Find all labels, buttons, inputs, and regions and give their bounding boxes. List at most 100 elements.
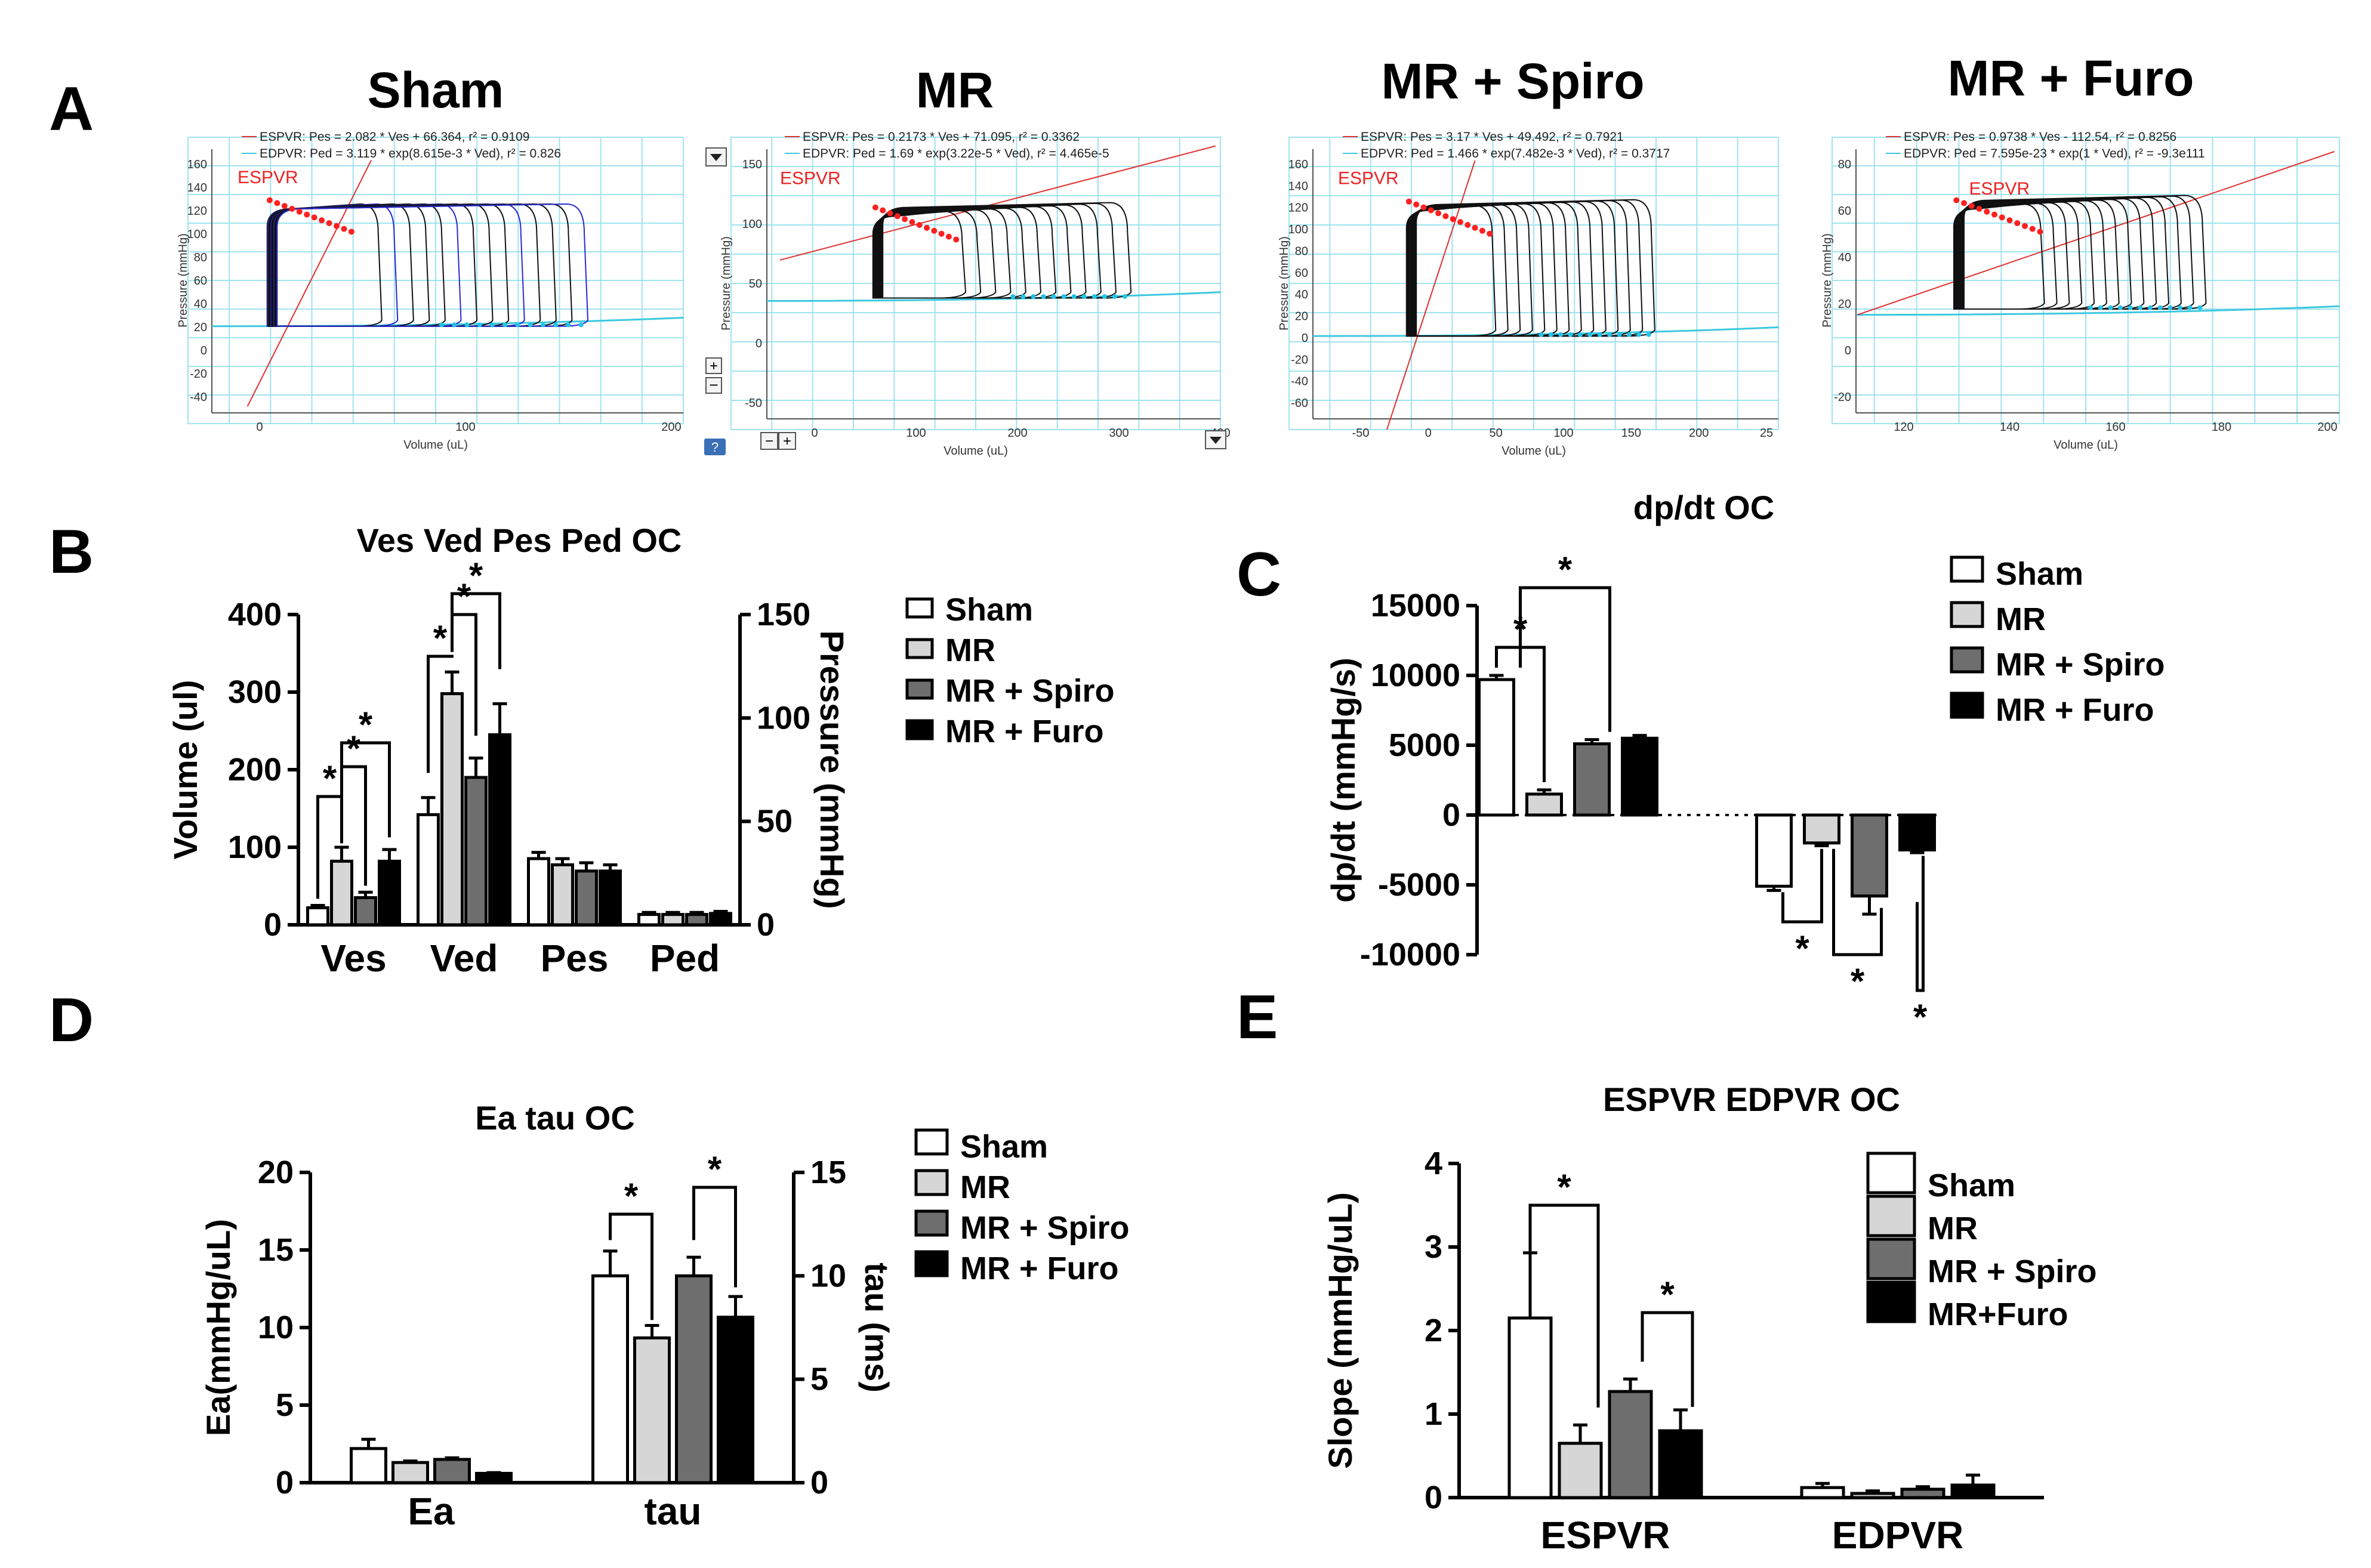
- pv-y-label: Pressure (mmHg): [720, 236, 733, 331]
- bar-sham: [350, 1447, 387, 1484]
- zoom-out-button[interactable]: [705, 377, 722, 394]
- ed-marker: [540, 322, 545, 328]
- pv-y-tick: -20: [1291, 353, 1308, 366]
- ed-marker: [1092, 294, 1097, 300]
- bar-chart-b: Ves Ved Pes Ped OC 0 100 200 300 400 Volume (u…: [167, 521, 1115, 980]
- bar-mr-furo: [1658, 1429, 1703, 1499]
- panel-letter-b: B: [49, 517, 94, 587]
- legend-swatch: [1866, 1237, 1916, 1280]
- y-tick-label: 100: [228, 829, 282, 865]
- pv-x-label: Volume (uL): [403, 439, 468, 452]
- y-tick-label: 3: [1425, 1229, 1442, 1265]
- es-marker: [1435, 210, 1442, 217]
- espvr-equation: ESPVR: Pes = 0.9738 * Ves - 112.54, r² =…: [1904, 130, 2176, 144]
- significance-star: *: [457, 576, 471, 616]
- es-marker: [2022, 223, 2028, 229]
- es-marker: [1479, 227, 1485, 234]
- pv-y-tick: 40: [1838, 251, 1851, 264]
- bar-mr-spiro: [1573, 742, 1611, 817]
- es-marker: [274, 200, 280, 206]
- pv-y-tick: -40: [190, 391, 207, 404]
- es-marker: [1999, 214, 2005, 221]
- bar-mr: [633, 1336, 671, 1484]
- plus-icon: +: [783, 433, 791, 449]
- es-marker: [1413, 201, 1420, 208]
- pv-y-label: Pressure (mmHg): [1821, 233, 1834, 328]
- pv-y-tick: 160: [1288, 158, 1308, 171]
- espvr-annotation: ESPVR: [238, 168, 298, 187]
- ed-marker: [1031, 294, 1036, 300]
- legend-label: Sham: [945, 592, 1033, 628]
- bar-mr: [661, 913, 685, 927]
- pv-y-tick: 150: [742, 158, 762, 171]
- significance-star: *: [1660, 1274, 1675, 1314]
- y2-tick-label: 15: [810, 1155, 846, 1190]
- pv-y-tick: 0: [1845, 344, 1851, 357]
- ed-marker: [1626, 332, 1632, 337]
- y2-axis-label: tau (ms): [858, 1263, 896, 1393]
- ed-marker: [1568, 332, 1573, 337]
- significance-star: *: [469, 555, 483, 595]
- significance-bracket: [692, 1186, 737, 1288]
- ed-marker: [1071, 294, 1077, 300]
- legend-swatch: [1950, 692, 1984, 719]
- minus-icon: −: [765, 433, 773, 449]
- significance-bracket: [1832, 848, 1883, 956]
- es-marker: [1953, 197, 1960, 203]
- help-button[interactable]: [704, 439, 726, 455]
- ed-marker: [1122, 294, 1127, 300]
- pv-y-tick: 160: [187, 158, 207, 171]
- y-tick-label: 0: [264, 907, 282, 943]
- bar-mr-spiro: [675, 1274, 713, 1484]
- es-marker: [334, 223, 340, 229]
- legend-label: Sham: [1928, 1168, 2015, 1203]
- ed-marker: [1081, 294, 1087, 300]
- es-marker: [953, 236, 960, 243]
- bar-mr: [1850, 1492, 1895, 1499]
- y-axis-label: Slope (mmHg/uL): [1321, 1192, 1359, 1469]
- edpvr-equation: EDPVR: Ped = 1.69 * exp(3.22e-5 * Ved), …: [803, 147, 1109, 160]
- ed-marker: [1010, 294, 1016, 300]
- ed-marker: [2098, 305, 2103, 310]
- y-tick-label: 300: [228, 674, 282, 710]
- ed-marker: [2108, 305, 2113, 310]
- bar-chart-e: ESPVR EDPVR OC 0 1 2 3 4 Slope (mmHg/uL) ESPVR E…: [1321, 1081, 2097, 1557]
- bar-mr-furo: [1950, 1483, 1996, 1499]
- y-tick-label: 2: [1425, 1313, 1442, 1348]
- pv-y-tick: 50: [749, 277, 762, 291]
- x-zoom-in-button[interactable]: [778, 432, 796, 450]
- pv-y-tick: 120: [1288, 202, 1308, 215]
- y-tick-label: 15: [258, 1232, 294, 1268]
- x-zoom-out-button[interactable]: [760, 432, 778, 450]
- bar-sham: [417, 813, 440, 927]
- legend-swatch: [1950, 601, 1984, 628]
- ed-marker: [2128, 305, 2133, 310]
- legend-swatch: [914, 1209, 949, 1237]
- y-tick-label: 400: [228, 597, 282, 632]
- legend-swatch: [905, 597, 934, 619]
- pv-y-tick: 140: [1288, 180, 1308, 193]
- pv-x-tick: 0: [1425, 427, 1432, 440]
- bar-mr-spiro: [1851, 813, 1888, 898]
- edpvr-equation: EDPVR: Ped = 7.595e-23 * exp(1 * Ved), r…: [1904, 147, 2205, 160]
- y-tick-label: 200: [228, 752, 282, 788]
- es-marker: [924, 224, 930, 231]
- legend-label: MR + Spiro: [1996, 647, 2165, 683]
- pv-x-label: Volume (uL): [944, 445, 1008, 458]
- bar-sham: [1478, 678, 1515, 817]
- pv-x-tick: 200: [1689, 427, 1709, 440]
- zoom-in-button[interactable]: [705, 357, 722, 374]
- ed-marker: [1636, 332, 1642, 337]
- es-marker: [938, 230, 945, 237]
- bar-mr-furo: [717, 1316, 754, 1484]
- y-tick-label: 4: [1425, 1146, 1442, 1181]
- pv-mr-toolbar: + − ? − +: [704, 147, 1226, 455]
- y-tick-label: 1: [1425, 1396, 1442, 1432]
- pv-y-tick: -40: [1291, 375, 1308, 388]
- bar-mr-spiro: [1608, 1390, 1653, 1499]
- significance-bracket: [1781, 848, 1823, 924]
- bar-mr: [1803, 813, 1840, 845]
- ed-marker: [2197, 305, 2203, 310]
